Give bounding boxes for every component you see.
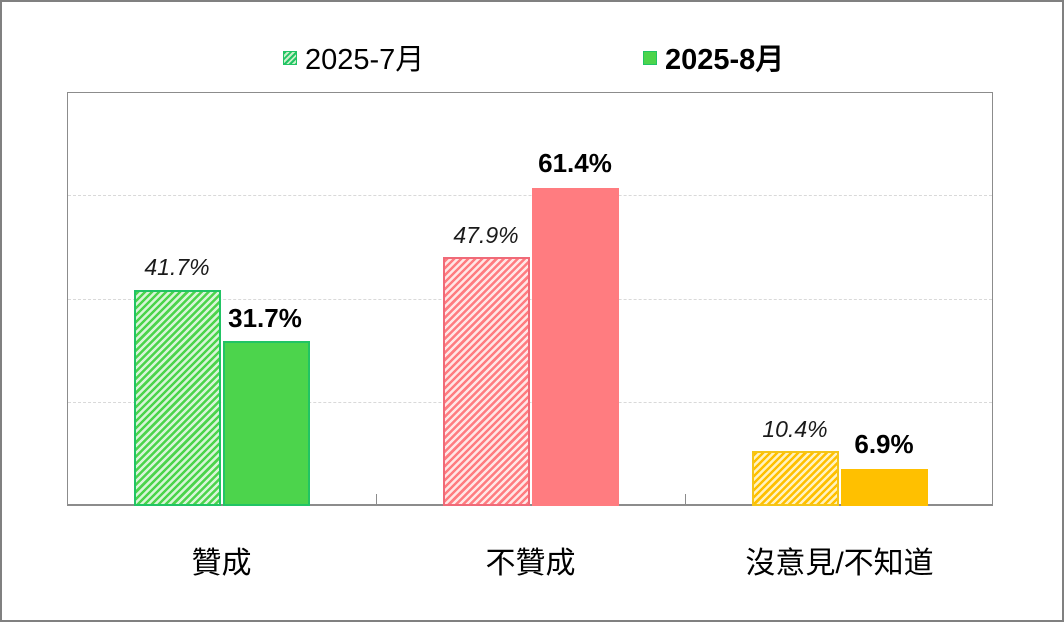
legend: 2025-7月 2025-8月: [0, 40, 1064, 80]
value-label-approve-2025-08: 31.7%: [228, 303, 302, 333]
value-label-no-opinion-2025-08: 6.9%: [854, 429, 914, 459]
bar-approve-2025-08: [223, 341, 310, 506]
gridline-20: [68, 402, 992, 403]
bar-approve-2025-07: [134, 290, 221, 506]
plot-area: [67, 92, 993, 506]
axis-tick: [376, 494, 377, 506]
bar-disapprove-2025-07: [443, 257, 530, 506]
category-label-no-opinion: 沒意見/不知道: [745, 547, 934, 580]
value-label-approve-2025-07: 41.7%: [144, 254, 210, 280]
hatched-swatch-icon: [283, 51, 297, 65]
value-label-disapprove-2025-07: 47.9%: [453, 222, 519, 248]
axis-tick: [685, 494, 686, 506]
value-label-no-opinion-2025-07: 10.4%: [762, 416, 828, 442]
gridline-40: [68, 299, 992, 300]
legend-item-2025-08: 2025-8月: [643, 40, 784, 80]
solid-swatch-icon: [643, 51, 657, 65]
bar-no-opinion-2025-07: [752, 451, 839, 506]
gridline-60: [68, 195, 992, 196]
legend-label: 2025-8月: [665, 44, 785, 76]
category-label-approve: 贊成: [191, 547, 252, 580]
category-label-disapprove: 不贊成: [485, 547, 576, 580]
bar-no-opinion-2025-08: [841, 469, 928, 506]
value-label-disapprove-2025-08: 61.4%: [538, 148, 612, 178]
legend-label: 2025-7月: [305, 44, 425, 76]
bar-disapprove-2025-08: [532, 188, 619, 506]
legend-item-2025-07: 2025-7月: [283, 40, 424, 80]
